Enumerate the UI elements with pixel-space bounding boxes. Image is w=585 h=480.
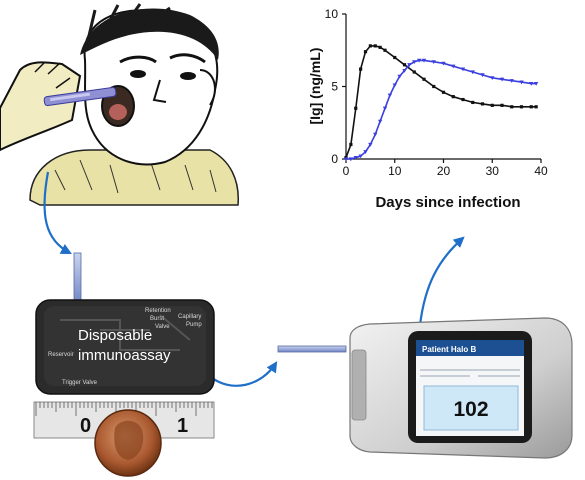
data-point (533, 82, 539, 86)
schematic-label: Reservoir (48, 352, 74, 358)
data-point (363, 150, 368, 154)
data-point (387, 93, 393, 98)
reader-header: Patient Halo B (422, 345, 476, 354)
arrow-device-to-reader (207, 361, 278, 387)
x-tick-label: 30 (486, 164, 500, 178)
data-point (441, 90, 446, 94)
data-point (421, 58, 427, 63)
reader-value: 102 (453, 398, 488, 421)
immunoassay-device: Retention Burst Valve Capillary Pump Res… (35, 252, 215, 395)
ruler-mark-0: 0 (80, 415, 91, 437)
data-point (373, 44, 377, 48)
data-point (363, 50, 368, 54)
data-point (407, 63, 412, 67)
data-point (519, 105, 524, 109)
ruler-mark-1: 1 (177, 415, 188, 437)
data-point (368, 142, 373, 147)
data-point (397, 74, 402, 79)
arrow-reader-to-chart (418, 236, 465, 326)
data-point (480, 102, 485, 106)
chart-series (343, 44, 539, 162)
reader-device: Patient Halo B 102 (277, 317, 573, 459)
penny-icon (94, 409, 162, 477)
y-axis-label: [Ig] (ng/mL) (307, 48, 323, 125)
arrow-swab-to-device (43, 171, 72, 255)
child-illustration-icon (29, 3, 239, 206)
data-point (490, 76, 495, 80)
chart-ticks: 0 10 20 30 40 0 5 10 (325, 7, 548, 178)
y-tick-label: 5 (331, 80, 338, 94)
data-point (378, 45, 382, 49)
x-tick-label: 20 (437, 164, 451, 178)
data-point (432, 84, 436, 89)
data-point (499, 77, 505, 82)
data-point (460, 67, 466, 72)
schematic-label: Valve (155, 324, 170, 330)
data-point (373, 132, 378, 137)
data-point (422, 77, 426, 81)
schematic-label: Capillary (178, 314, 201, 320)
data-point (509, 79, 514, 83)
series-line-2 (346, 59, 537, 160)
data-point (470, 70, 475, 75)
schematic-label: Retention (145, 308, 171, 314)
device-label-line2: immunoassay (78, 347, 171, 364)
y-tick-label: 0 (331, 152, 338, 166)
data-point (490, 103, 494, 107)
data-point (461, 97, 465, 102)
data-point (416, 58, 422, 63)
data-point (383, 48, 387, 52)
x-tick-label: 10 (388, 164, 402, 178)
data-point (349, 142, 353, 147)
test-strip (73, 252, 82, 306)
schematic-label: Pump (186, 322, 202, 328)
data-point (359, 67, 363, 71)
data-point (382, 106, 388, 111)
x-tick-label: 0 (343, 164, 350, 178)
data-point (343, 157, 349, 162)
data-point (534, 105, 538, 109)
device-label-line1: Disposable (78, 327, 152, 344)
data-point (529, 105, 533, 109)
swab-icon (0, 61, 117, 152)
schematic-label: Trigger Valve (62, 380, 98, 386)
data-point (353, 155, 358, 160)
data-point (348, 157, 354, 162)
data-point (402, 68, 407, 73)
chart: 0 10 20 30 40 0 5 10 Days since infection [Ig] … (307, 7, 548, 211)
data-point (412, 60, 417, 65)
data-point (510, 105, 514, 109)
y-tick-label: 10 (325, 7, 339, 21)
x-tick-label: 40 (534, 164, 548, 178)
data-point (519, 80, 524, 85)
data-point (471, 100, 475, 105)
data-point (431, 60, 436, 65)
data-point (412, 70, 416, 74)
reader-test-strip (277, 345, 347, 353)
data-point (358, 154, 363, 159)
data-point (393, 55, 397, 60)
data-point (392, 83, 397, 88)
data-point (354, 106, 358, 110)
data-point (451, 95, 455, 99)
data-point (451, 64, 456, 69)
data-point (529, 82, 534, 86)
ruler-ticks (35, 402, 213, 416)
data-point (480, 73, 485, 78)
data-point (368, 44, 372, 48)
x-axis-label: Days since infection (375, 194, 520, 211)
data-point (377, 119, 383, 124)
data-point (500, 103, 504, 107)
data-point (402, 63, 407, 67)
schematic-label: Burst (150, 316, 164, 322)
data-point (441, 61, 446, 66)
